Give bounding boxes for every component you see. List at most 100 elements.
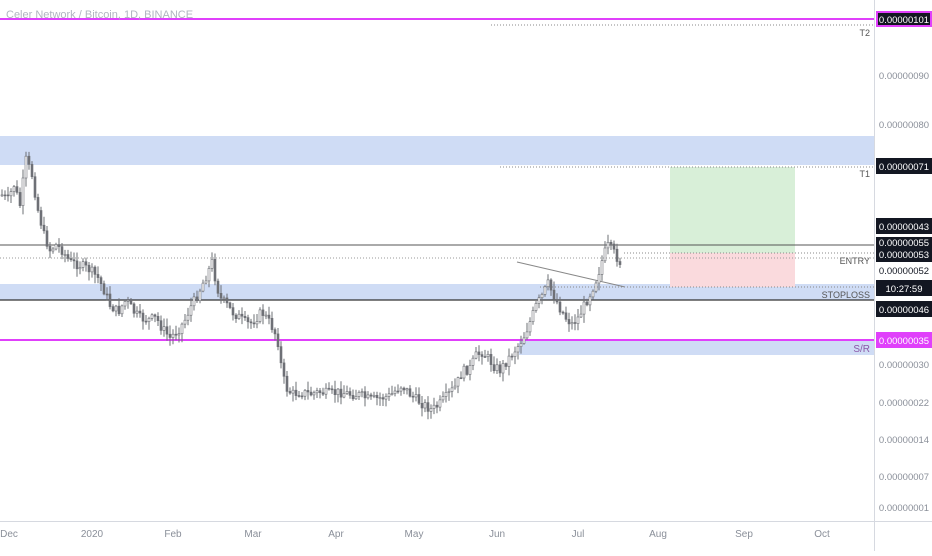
candle-body — [84, 261, 88, 266]
candle-body — [231, 307, 235, 316]
price-label-sr[interactable]: 0.00000035 — [876, 332, 932, 348]
candle-body — [132, 303, 136, 314]
candle-body — [588, 296, 592, 306]
candle-body — [567, 319, 571, 325]
candle-body — [369, 394, 373, 397]
chart-svg[interactable]: T2 T1 ENTRY STOPLOSS S/R — [0, 0, 874, 521]
candle-body — [423, 402, 427, 409]
candle-body — [366, 394, 370, 399]
candle-body — [351, 394, 355, 400]
candle-body — [528, 321, 532, 333]
candle-body — [270, 317, 274, 330]
price-label-countdown[interactable]: 10:27:59 — [876, 280, 932, 296]
candles-group — [0, 151, 622, 420]
candle-body — [384, 396, 388, 400]
candle-body — [330, 388, 334, 391]
candle-body — [279, 346, 283, 364]
time-axis-svg: Dec 2020 Feb Mar Apr May Jun Jul Aug Sep Oct — [0, 529, 830, 540]
candle-body — [252, 322, 256, 325]
chart-area[interactable]: T2 T1 ENTRY STOPLOSS S/R Celer Network /… — [0, 0, 874, 521]
candle-body — [135, 310, 139, 314]
candle-body — [255, 321, 259, 325]
candle-body — [342, 393, 346, 398]
candle-body — [585, 301, 589, 306]
candle-body — [543, 286, 547, 295]
resistance-zone[interactable] — [0, 136, 874, 165]
candle-body — [348, 391, 352, 396]
candle-body — [441, 396, 445, 401]
candle-body — [81, 261, 85, 268]
candle-body — [552, 289, 556, 300]
candle-body — [582, 301, 586, 315]
stoploss-label: STOPLOSS — [822, 290, 870, 300]
candle-body — [606, 242, 610, 249]
candle-body — [123, 301, 127, 307]
candle-body — [291, 389, 295, 394]
candle-body — [189, 305, 193, 316]
candle-body — [3, 194, 7, 197]
candle-body — [261, 309, 265, 316]
candle-body — [435, 404, 439, 408]
candle-body — [33, 176, 37, 198]
candle-body — [249, 321, 253, 324]
candle-body — [285, 375, 289, 392]
candle-body — [462, 365, 466, 379]
time-axis[interactable]: Dec 2020 Feb Mar Apr May Jun Jul Aug Sep Oct — [0, 521, 874, 551]
candle-body — [153, 314, 157, 317]
candle-body — [243, 315, 247, 318]
sr-zone[interactable] — [519, 340, 874, 355]
t1-label: T1 — [859, 169, 870, 179]
candle-body — [411, 395, 415, 398]
candle-body — [507, 355, 511, 367]
price-label-last[interactable]: 0.00000052 — [876, 262, 932, 278]
price-label-t2-text: 0.00000101 — [879, 15, 929, 26]
candle-body — [171, 333, 175, 338]
candle-body — [36, 197, 40, 211]
price-axis-svg: 0.00000090 0.00000080 0.00000030 0.00000022… — [876, 11, 932, 514]
candle-body — [525, 331, 529, 339]
t2-label: T2 — [859, 28, 870, 38]
candle-body — [42, 224, 46, 232]
x-ticks-group: Dec 2020 Feb Mar Apr May Jun Jul Aug Sep Oct — [0, 529, 830, 540]
y-tick-label: 0.00000080 — [879, 120, 929, 131]
target-zone[interactable] — [670, 167, 795, 253]
candle-body — [402, 387, 406, 391]
price-label-last-text: 0.00000052 — [879, 266, 929, 277]
stop-zone[interactable] — [670, 253, 795, 287]
candle-body — [597, 274, 601, 284]
candle-body — [186, 314, 190, 321]
candle-body — [258, 309, 262, 322]
candle-body — [594, 282, 598, 292]
candle-body — [69, 258, 73, 261]
price-label-support[interactable]: 0.00000046 — [876, 301, 932, 317]
candle-body — [339, 388, 343, 398]
candle-body — [219, 292, 223, 299]
price-label-t1[interactable]: 0.00000071 — [876, 158, 932, 174]
candle-body — [564, 312, 568, 320]
candle-body — [63, 254, 67, 256]
candle-body — [450, 387, 454, 392]
price-axis[interactable]: 0.00000090 0.00000080 0.00000030 0.00000022… — [874, 0, 932, 521]
price-label-current[interactable]: 0.00000043 — [876, 218, 932, 234]
candle-body — [387, 393, 391, 397]
candle-body — [216, 280, 220, 294]
candle-body — [318, 390, 322, 394]
price-label-t2[interactable]: 0.00000101 — [876, 11, 932, 27]
candle-body — [363, 391, 367, 399]
candle-body — [306, 390, 310, 393]
x-tick-label: Feb — [164, 529, 182, 540]
candle-body — [420, 402, 424, 409]
trendline[interactable] — [516, 261, 626, 288]
candle-body — [540, 294, 544, 298]
candle-body — [405, 388, 409, 391]
price-label-entry[interactable]: 0.00000053 — [876, 246, 932, 262]
price-label-resistance[interactable]: 0.00000055 — [876, 237, 932, 249]
candle-body — [120, 305, 124, 315]
candle-body — [489, 353, 493, 365]
candle-body — [210, 258, 214, 269]
candle-body — [228, 302, 232, 308]
candle-body — [174, 333, 178, 336]
candle-body — [357, 392, 361, 397]
candle-body — [603, 247, 607, 262]
candle-body — [609, 242, 613, 245]
